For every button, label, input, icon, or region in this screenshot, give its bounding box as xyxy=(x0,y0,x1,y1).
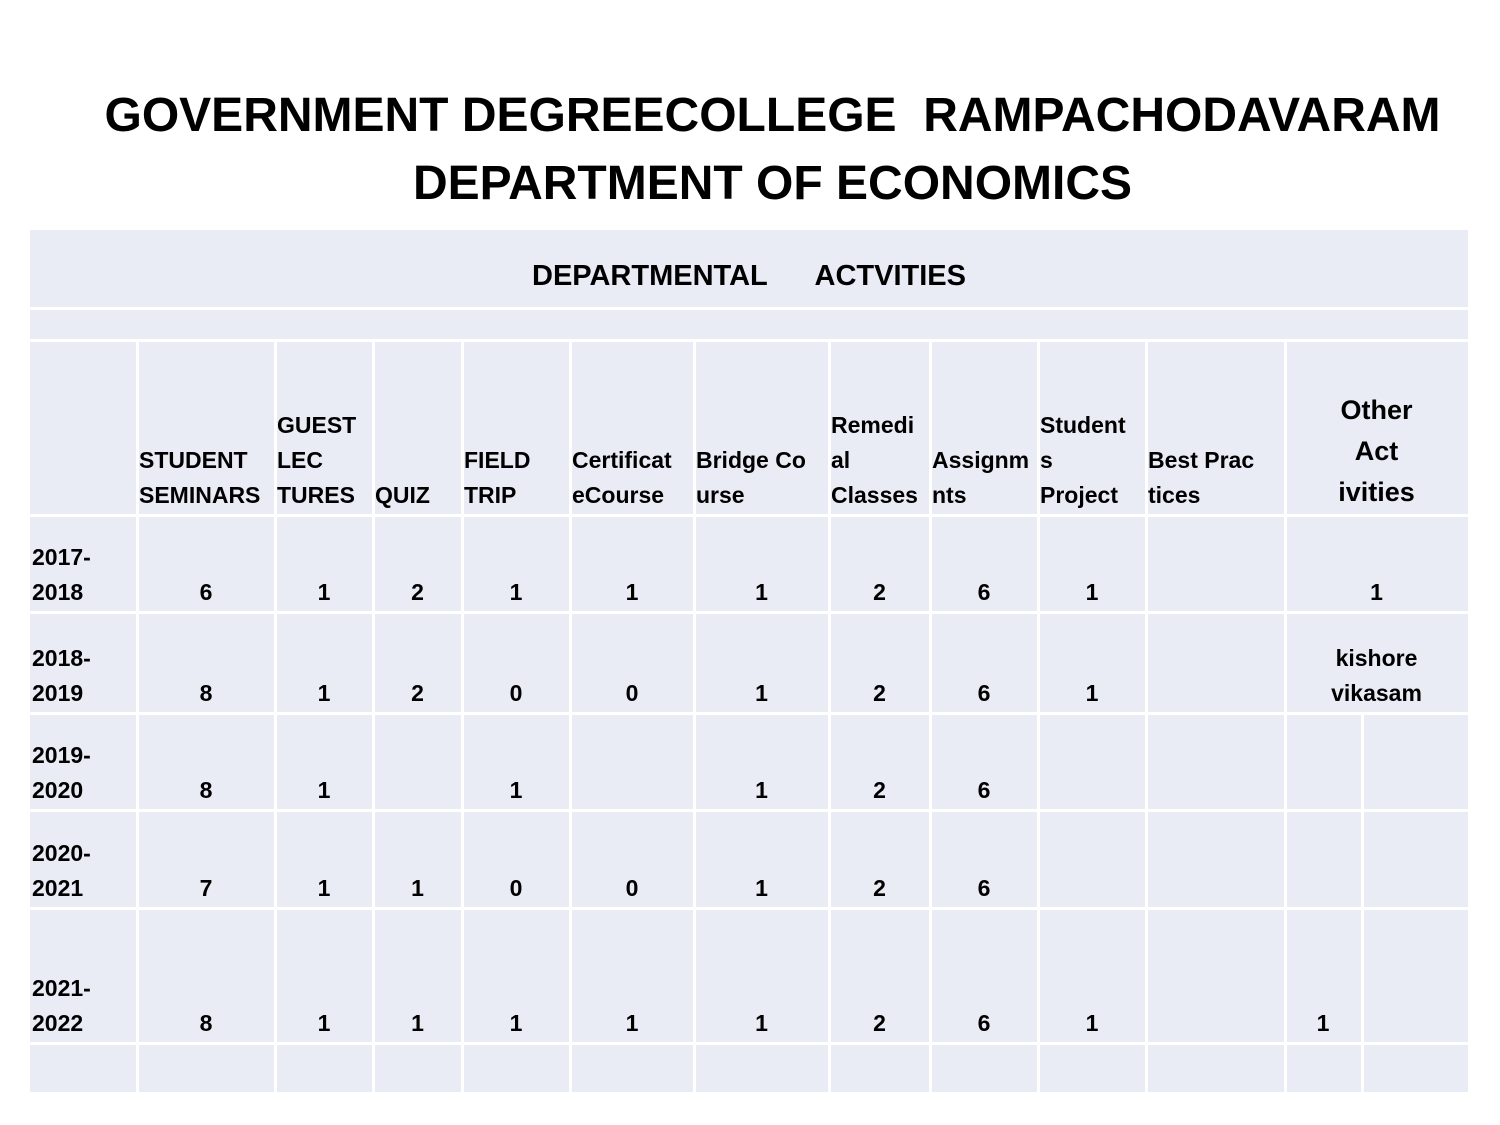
row-line xyxy=(30,611,1468,614)
title: GOVERNMENT DEGREECOLLEGE RAMPACHODAVARAM xyxy=(104,89,1441,142)
col-line xyxy=(1284,340,1287,1092)
col-line xyxy=(136,340,139,1092)
row-label: 2017- 2018 xyxy=(32,544,91,605)
row-line xyxy=(30,712,1468,715)
table-cell: 1 xyxy=(1085,680,1099,706)
table-cell: 1 xyxy=(317,680,331,706)
table-cell: 1 xyxy=(411,875,424,901)
table-cell: 1 xyxy=(755,875,768,901)
column-header: STUDENT SEMINARS xyxy=(139,447,261,508)
table-cell: 1 xyxy=(755,1010,768,1036)
table-caption: DEPARTMENTAL ACTVITIES xyxy=(532,260,966,292)
row-line xyxy=(30,907,1468,910)
table-cell: 1 xyxy=(755,680,768,706)
row-label: 2020- 2021 xyxy=(32,840,91,901)
column-header: Other Act ivities xyxy=(1338,395,1415,507)
table-cell: 2 xyxy=(873,777,886,803)
table-cell: 0 xyxy=(509,875,523,901)
table-cell: 6 xyxy=(977,1010,991,1036)
col-line xyxy=(372,340,375,1092)
table-cell: 6 xyxy=(199,579,213,605)
column-header: GUEST LEC TURES xyxy=(277,412,357,508)
table-cell: 1 xyxy=(1370,579,1383,605)
col-line xyxy=(693,340,696,1092)
row-label: 2018- 2019 xyxy=(32,645,91,706)
table-cell: 1 xyxy=(509,777,523,803)
table-cell: 8 xyxy=(199,777,213,803)
row-line xyxy=(30,307,1468,310)
table-cell: 2 xyxy=(411,579,424,605)
table-cell: 8 xyxy=(199,1010,213,1036)
table-cell: 0 xyxy=(625,680,639,706)
table-cell: 1 xyxy=(317,777,331,803)
row-line xyxy=(30,809,1468,812)
table-cell: 6 xyxy=(977,875,991,901)
col-line xyxy=(461,340,464,1092)
table-cell: 1 xyxy=(317,1010,331,1036)
row-label: 2019- 2020 xyxy=(32,742,91,803)
table-cell: 1 xyxy=(1085,1010,1099,1036)
row-line xyxy=(30,339,1468,342)
table-cell: 6 xyxy=(977,777,991,803)
col-line xyxy=(1361,713,1364,1092)
column-header: Bridge Co urse xyxy=(696,447,806,508)
table-cell: 1 xyxy=(625,1010,639,1036)
table-cell: 1 xyxy=(625,579,639,605)
col-line xyxy=(1037,340,1040,1092)
table-cell: 1 xyxy=(1085,579,1099,605)
table-cell: 1 xyxy=(509,579,523,605)
table-cell: kishore vikasam xyxy=(1331,645,1422,706)
column-header: Remedi al Classes xyxy=(831,412,918,508)
column-header: Student s Project xyxy=(1040,412,1126,508)
table-cell: 6 xyxy=(977,579,991,605)
col-line xyxy=(828,340,831,1092)
table-cell: 1 xyxy=(755,579,768,605)
table-cell: 2 xyxy=(873,875,886,901)
column-header: Certificat eCourse xyxy=(572,447,672,508)
col-line xyxy=(929,340,932,1092)
column-header: FIELD TRIP xyxy=(464,447,531,508)
table: DEPARTMENTAL ACTVITIES STUDENT SEMINARS G… xyxy=(30,230,1468,1092)
table-cell: 2 xyxy=(873,579,886,605)
table-cell: 2 xyxy=(873,1010,886,1036)
column-header: Assignm nts xyxy=(932,447,1030,508)
table-cell: 0 xyxy=(625,875,639,901)
table-cell: 1 xyxy=(1316,1010,1330,1036)
table-cell: 1 xyxy=(317,579,331,605)
col-line xyxy=(1145,340,1148,1092)
table-cell: 1 xyxy=(317,875,331,901)
col-line xyxy=(274,340,277,1092)
row-label: 2021- 2022 xyxy=(32,975,91,1036)
table-cell: 2 xyxy=(873,680,886,706)
row-line xyxy=(30,1042,1468,1045)
row-line xyxy=(30,514,1468,517)
column-header: Best Prac tices xyxy=(1148,447,1255,508)
column-header: QUIZ xyxy=(375,482,430,508)
table-cell: 7 xyxy=(199,875,213,901)
table-cell: 6 xyxy=(977,680,991,706)
table-cell: 0 xyxy=(509,680,523,706)
subtitle: DEPARTMENT OF ECONOMICS xyxy=(412,157,1133,210)
table-cell: 1 xyxy=(755,777,768,803)
table-cell: 8 xyxy=(199,680,213,706)
table-cell: 1 xyxy=(509,1010,523,1036)
table-cell: 2 xyxy=(411,680,424,706)
table-cell: 1 xyxy=(411,1010,424,1036)
col-line xyxy=(569,340,572,1092)
